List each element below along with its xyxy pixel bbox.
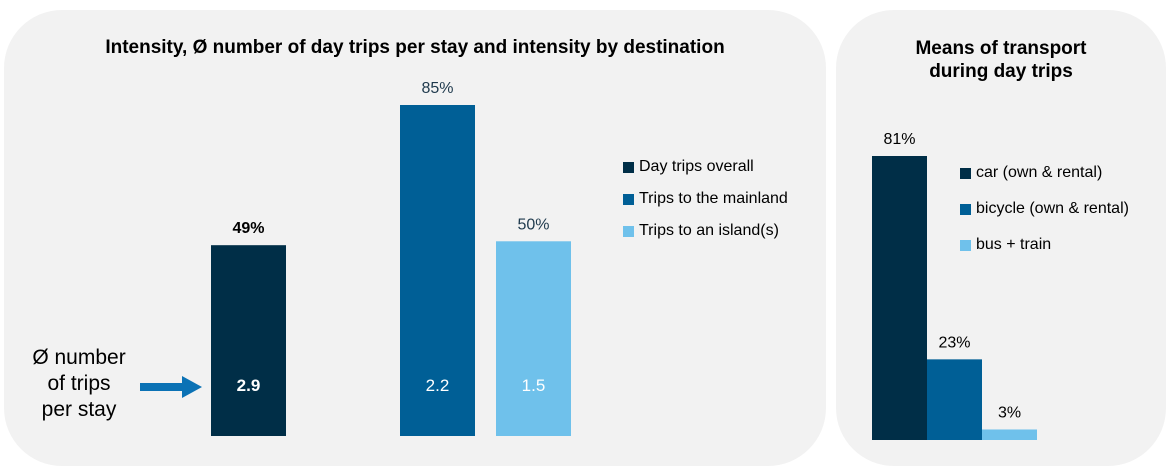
intensity-legend: Day trips overall Trips to the mainland …: [623, 157, 788, 253]
legend-label-island: Trips to an island(s): [639, 222, 779, 239]
intensity-bar: [400, 105, 475, 436]
legend-label-mainland: Trips to the mainland: [639, 190, 788, 207]
legend-swatch-day-trips: [623, 161, 634, 173]
legend-item-bicycle: bicycle (own & rental): [960, 199, 1129, 219]
trips-per-stay-value-label: 2.9: [237, 376, 261, 395]
legend-item-island: Trips to an island(s): [623, 221, 788, 241]
annotation-line-3: per stay: [41, 398, 117, 421]
trips-per-stay-value-label: 1.5: [522, 376, 546, 395]
legend-swatch-bus-train: [960, 239, 971, 251]
annotation-line-1: Ø number: [32, 346, 126, 369]
transport-bar: [927, 359, 982, 440]
legend-item-mainland: Trips to the mainland: [623, 189, 788, 209]
legend-label-bus-train: bus + train: [976, 236, 1052, 253]
trips-per-stay-value-label: 2.2: [426, 376, 450, 395]
transport-value-label: 3%: [998, 404, 1021, 421]
intensity-value-label: 50%: [517, 216, 549, 233]
legend-label-bicycle: bicycle (own & rental): [976, 200, 1129, 217]
transport-title-line-2: during day trips: [929, 61, 1073, 82]
intensity-bar: [496, 241, 571, 436]
transport-value-label: 81%: [883, 131, 915, 148]
legend-swatch-car: [960, 167, 971, 179]
legend-item-bus-train: bus + train: [960, 235, 1129, 255]
transport-bar: [982, 429, 1037, 440]
legend-swatch-island: [623, 225, 634, 237]
transport-value-label: 23%: [938, 334, 970, 351]
intensity-bar: [211, 245, 286, 436]
intensity-value-label: 85%: [421, 80, 453, 97]
legend-item-day-trips: Day trips overall: [623, 157, 788, 177]
annotation-line-2: of trips: [47, 372, 111, 395]
transport-bar: [872, 156, 927, 440]
legend-item-car: car (own & rental): [960, 163, 1129, 183]
intensity-chart-title: Intensity, Ø number of day trips per sta…: [105, 37, 725, 58]
trips-per-stay-annotation: Ø number of trips per stay: [14, 345, 144, 423]
legend-label-day-trips: Day trips overall: [639, 158, 754, 175]
legend-swatch-bicycle: [960, 203, 971, 215]
transport-legend: car (own & rental) bicycle (own & rental…: [960, 163, 1129, 271]
legend-label-car: car (own & rental): [976, 164, 1103, 181]
transport-chart-title: Means of transport during day trips: [836, 37, 1166, 83]
arrow-right-icon: [140, 376, 202, 398]
intensity-value-label: 49%: [232, 220, 264, 237]
legend-swatch-mainland: [623, 193, 634, 205]
transport-title-line-1: Means of transport: [915, 38, 1087, 59]
